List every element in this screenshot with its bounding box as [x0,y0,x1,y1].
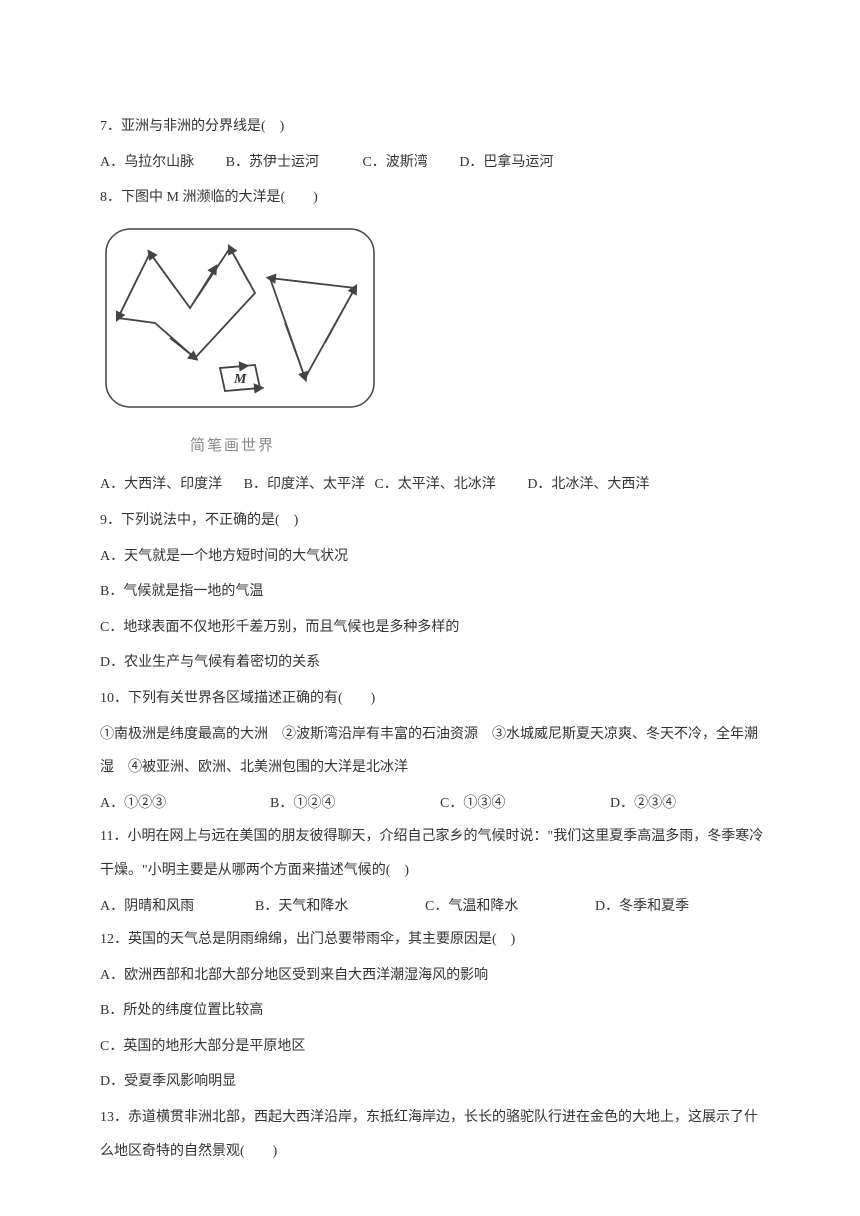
q11-stem: 11．小明在网上与远在美国的朋友彼得聊天，介绍自己家乡的气候时说："我们这里夏季… [100,820,770,887]
q7-opt-b: B．苏伊士运河 [226,146,319,180]
q10-stem: 10．下列有关世界各区域描述正确的有( ) [100,682,770,716]
q13-stem: 13．赤道横贯非洲北部，西起大西洋沿岸，东抵红海岸边，长长的骆驼队行进在金色的大… [100,1101,770,1168]
q12-opt-a: A．欧洲西部和北部大部分地区受到来自大西洋潮湿海风的影响 [100,959,770,993]
q10-opt-d: D．②③④ [610,787,780,821]
q7-opt-a: A．乌拉尔山脉 [100,146,194,180]
q8-stem: 8．下图中 M 洲濒临的大洋是( ) [100,181,770,215]
q11-opt-c: C．气温和降水 [425,890,595,924]
q8-caption: 简笔画世界 [190,428,770,464]
q12-stem: 12．英国的天气总是阴雨绵绵，出门总要带雨伞，其主要原因是( ) [100,923,770,957]
q8-opt-a: A．大西洋、印度洋 [100,468,222,502]
q10-detail: ①南极洲是纬度最高的大洲 ②波斯湾沿岸有丰富的石油资源 ③水城威尼斯夏天凉爽、冬… [100,718,770,785]
q8-opt-c: C．太平洋、北冰洋 [374,468,495,502]
q8-figure: M 简笔画世界 [100,223,770,465]
q8-options: A．大西洋、印度洋 B．印度洋、太平洋 C．太平洋、北冰洋 D．北冰洋、大西洋 [100,468,770,502]
q11-opt-d: D．冬季和夏季 [595,890,765,924]
q7-stem: 7．亚洲与非洲的分界线是( ) [100,110,770,144]
q10-opt-c: C．①③④ [440,787,610,821]
q10-options: A．①②③ B．①②④ C．①③④ D．②③④ [100,787,770,821]
m-label: M [233,372,247,387]
q9-opt-b: B．气候就是指一地的气温 [100,575,770,609]
q9-opt-d: D．农业生产与气候有着密切的关系 [100,646,770,680]
q9-opt-c: C．地球表面不仅地形千差万别，而且气候也是多种多样的 [100,611,770,645]
q12-opt-c: C．英国的地形大部分是平原地区 [100,1030,770,1064]
q11-options: A．阴晴和风雨 B．天气和降水 C．气温和降水 D．冬季和夏季 [100,890,770,924]
q9-stem: 9．下列说法中，不正确的是( ) [100,504,770,538]
q9-opt-a: A．天气就是一个地方短时间的大气状况 [100,540,770,574]
q7-options: A．乌拉尔山脉 B．苏伊士运河 C．波斯湾 D．巴拿马运河 [100,146,770,180]
q7-opt-d: D．巴拿马运河 [459,146,553,180]
q11-opt-b: B．天气和降水 [255,890,425,924]
q8-opt-d: D．北冰洋、大西洋 [527,468,649,502]
q10-opt-b: B．①②④ [270,787,440,821]
q12-opt-b: B．所处的纬度位置比较高 [100,994,770,1028]
q7-opt-c: C．波斯湾 [362,146,427,180]
q10-opt-a: A．①②③ [100,787,270,821]
q8-opt-b: B．印度洋、太平洋 [244,468,365,502]
q11-opt-a: A．阴晴和风雨 [100,890,255,924]
world-sketch-diagram: M [100,223,380,413]
q12-opt-d: D．受夏季风影响明显 [100,1065,770,1099]
